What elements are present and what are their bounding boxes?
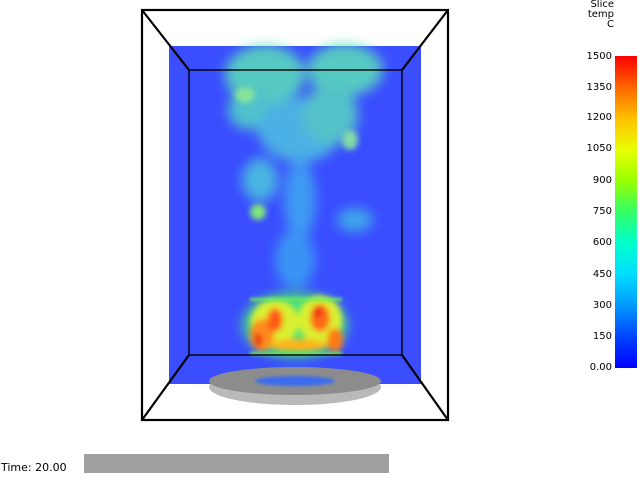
temperature-colorbar	[615, 56, 637, 368]
colorbar-tick-label: 1350	[586, 82, 612, 93]
colorbar-title-line: C	[607, 19, 614, 30]
plume-region	[225, 44, 383, 290]
colorbar-tick-label: 900	[592, 175, 612, 186]
domain-box-outline	[140, 8, 450, 422]
colorbar-title-line: Slice	[590, 0, 614, 10]
colorbar-tick-label: 600	[592, 237, 612, 248]
fire-region	[243, 293, 347, 381]
colorbar-tick-label: 150	[592, 331, 612, 342]
colorbar-tick-label: 1200	[586, 112, 612, 123]
time-readout: Time: 20.00	[1, 461, 67, 474]
colorbar-title: Slice temp C	[574, 0, 614, 30]
colorbar-title-line: temp	[587, 9, 614, 20]
colorbar-tick-label: 0.00	[589, 362, 612, 373]
colorbar-tick-label: 450	[592, 269, 612, 280]
colorbar-tick-label: 750	[592, 206, 612, 217]
colorbar-tick-label: 1050	[586, 143, 612, 154]
colorbar-tick-label: 1500	[586, 51, 612, 62]
burner-disc	[209, 367, 381, 405]
colorbar-tick-label: 300	[592, 300, 612, 311]
time-slider-bar[interactable]	[84, 454, 389, 473]
